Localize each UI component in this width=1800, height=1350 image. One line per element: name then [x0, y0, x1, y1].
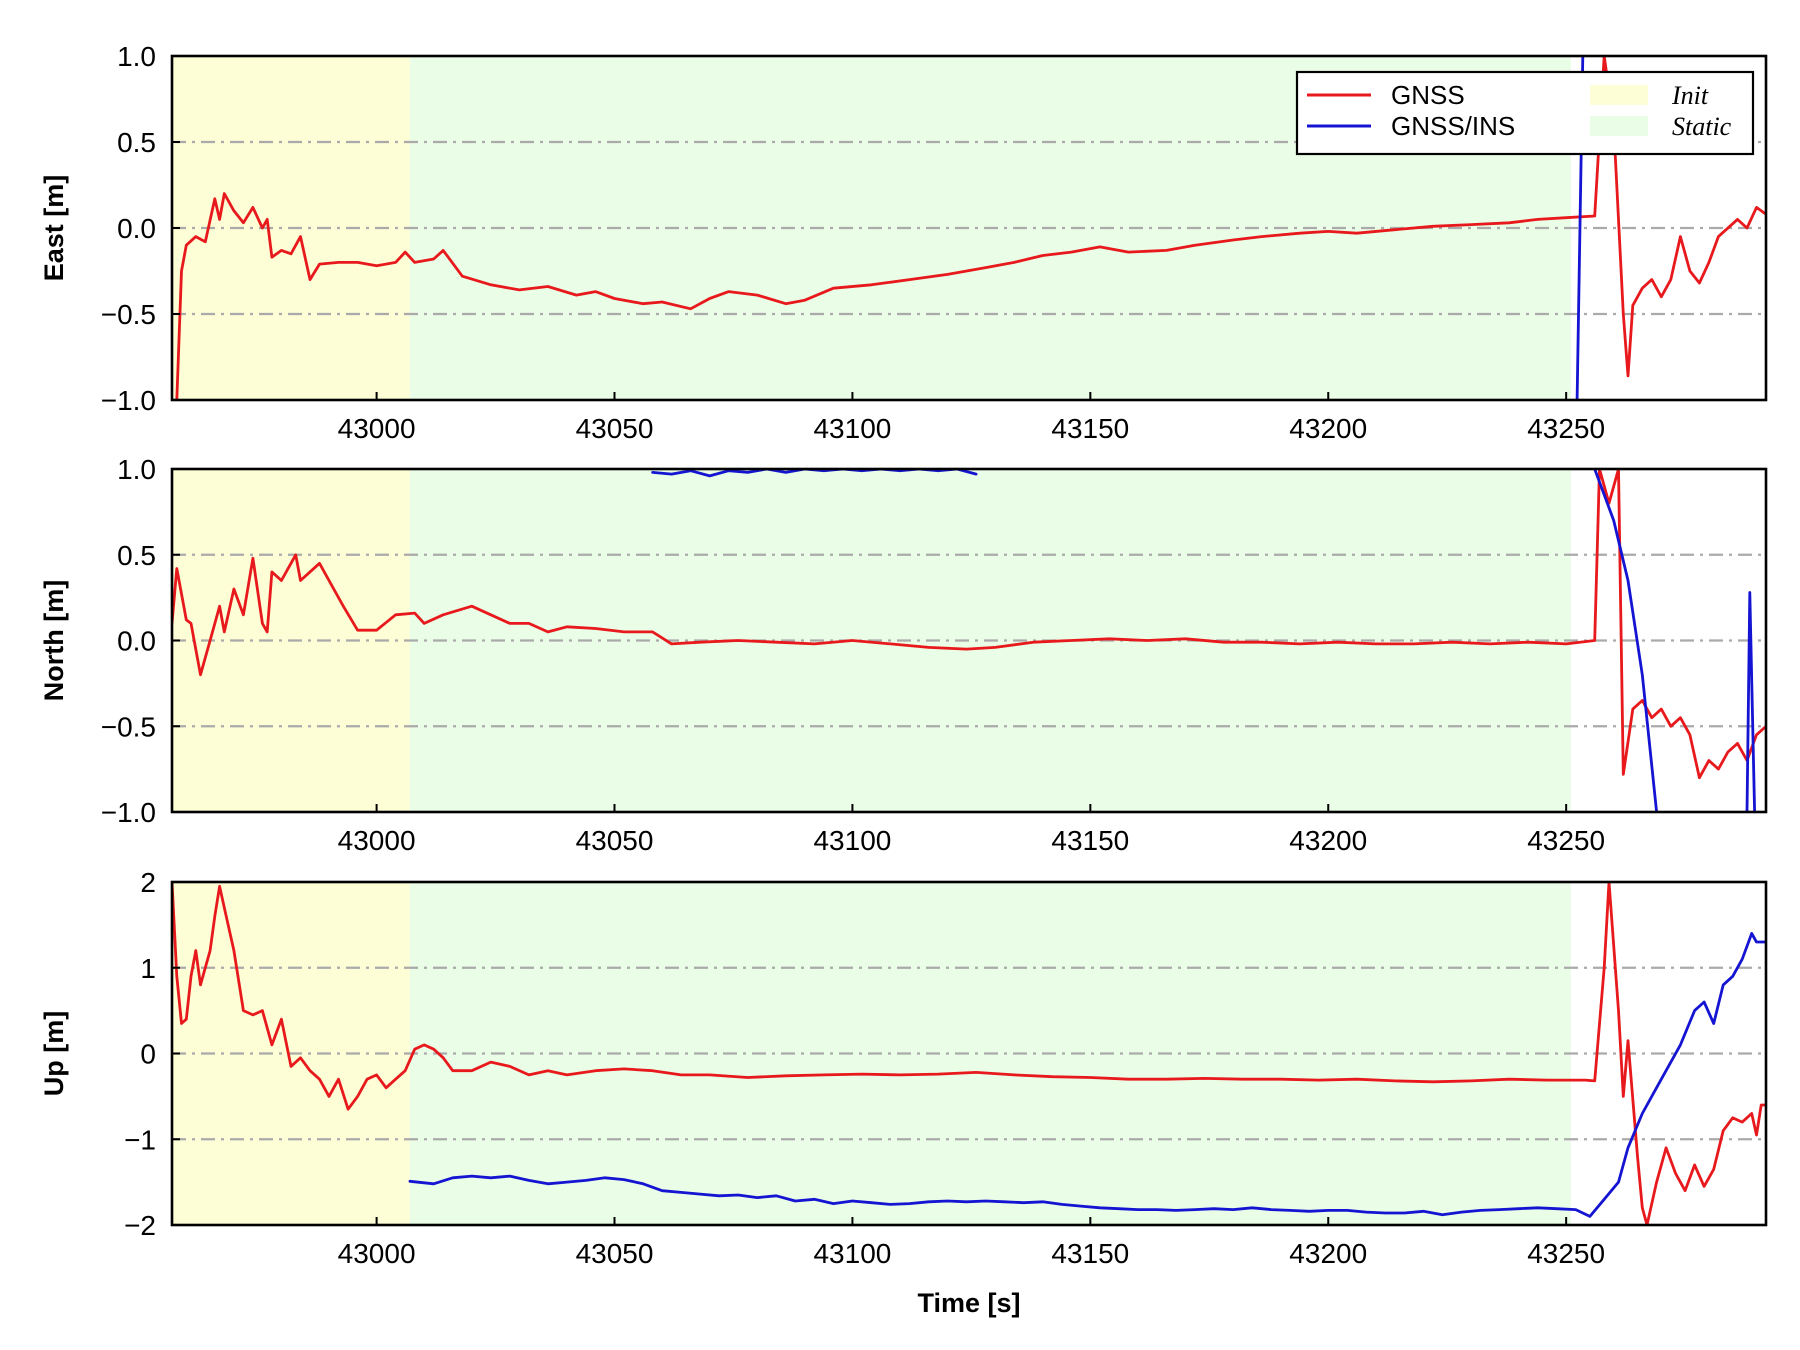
x-tick-label: 43150	[1051, 825, 1129, 856]
series-line-gnss-ins-seg1	[1593, 469, 1658, 812]
series-line-gnss	[172, 882, 1766, 1225]
y-tick-label: 1.0	[117, 41, 156, 72]
x-tick-label: 43000	[338, 1238, 416, 1269]
x-tick-label: 43250	[1527, 1238, 1605, 1269]
y-tick-label: 2	[140, 867, 156, 898]
x-tick-label: 43100	[813, 825, 891, 856]
y-tick-label: −1	[124, 1124, 156, 1155]
series-line-gnss	[172, 469, 1766, 780]
x-tick-label: 43200	[1289, 825, 1367, 856]
y-axis-label: North [m]	[39, 580, 69, 701]
x-axis-label: Time [s]	[917, 1288, 1020, 1318]
panels: 1.0 0.5 0.0 −0.5 −1.0 43000 43050 43100 43150 432…	[39, 41, 1768, 1318]
x-tick-label: 43150	[1051, 413, 1129, 444]
legend-label-gnss-ins: GNSS/INS	[1391, 111, 1515, 141]
x-tick-label: 43150	[1051, 1238, 1129, 1269]
y-tick-label: 0.5	[117, 127, 156, 158]
y-tick-label: −1.0	[101, 385, 156, 416]
series-line-gnss-ins-seg2	[1745, 591, 1756, 812]
y-tick-label: −1.0	[101, 797, 156, 828]
x-tick-label: 43250	[1527, 825, 1605, 856]
y-tick-label: 0.0	[117, 213, 156, 244]
legend-swatch-static	[1590, 116, 1648, 136]
x-tick-label: 43000	[338, 825, 416, 856]
legend-label-static: Static	[1672, 112, 1732, 141]
panel-2: 1.0 0.5 0.0 −0.5 −1.0 43000 43050 43100 43150 432…	[39, 454, 1768, 856]
legend-swatch-init	[1590, 85, 1648, 105]
x-tick-label: 43100	[813, 1238, 891, 1269]
y-tick-label: 0.5	[117, 540, 156, 571]
x-tick-label: 43200	[1289, 1238, 1367, 1269]
legend-label-gnss: GNSS	[1391, 80, 1465, 110]
x-tick-label: 43050	[576, 1238, 654, 1269]
x-tick-label: 43100	[813, 413, 891, 444]
legend-box	[1295, 70, 1755, 156]
panel-3: 2 1 0 −1 −2 43000 43050 43100 43150 43200 43250 Up …	[39, 867, 1768, 1318]
y-axis-label: Up [m]	[39, 1011, 69, 1096]
y-tick-label: 0.0	[117, 626, 156, 657]
y-tick-label: 1	[140, 953, 156, 984]
series-line-gnss-ins	[408, 932, 1766, 1218]
y-tick-label: 1.0	[117, 454, 156, 485]
y-tick-label: 0	[140, 1039, 156, 1070]
series-line-gnss	[175, 56, 1766, 400]
y-tick-label: −0.5	[101, 711, 156, 742]
legend-label-init: Init	[1671, 81, 1709, 110]
x-tick-label: 43050	[576, 413, 654, 444]
x-tick-label: 43250	[1527, 413, 1605, 444]
y-tick-label: −0.5	[101, 299, 156, 330]
y-axis-label: East [m]	[39, 175, 69, 282]
x-tick-label: 43200	[1289, 413, 1367, 444]
x-tick-label: 43050	[576, 825, 654, 856]
x-tick-label: 43000	[338, 413, 416, 444]
y-tick-label: −2	[124, 1210, 156, 1241]
